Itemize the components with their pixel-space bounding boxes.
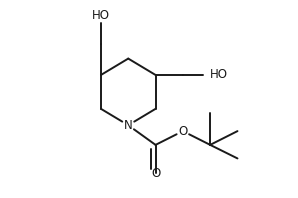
Text: O: O xyxy=(178,125,187,138)
Text: HO: HO xyxy=(210,69,228,81)
Text: HO: HO xyxy=(92,9,110,22)
Text: N: N xyxy=(124,119,133,132)
Text: O: O xyxy=(151,167,160,180)
